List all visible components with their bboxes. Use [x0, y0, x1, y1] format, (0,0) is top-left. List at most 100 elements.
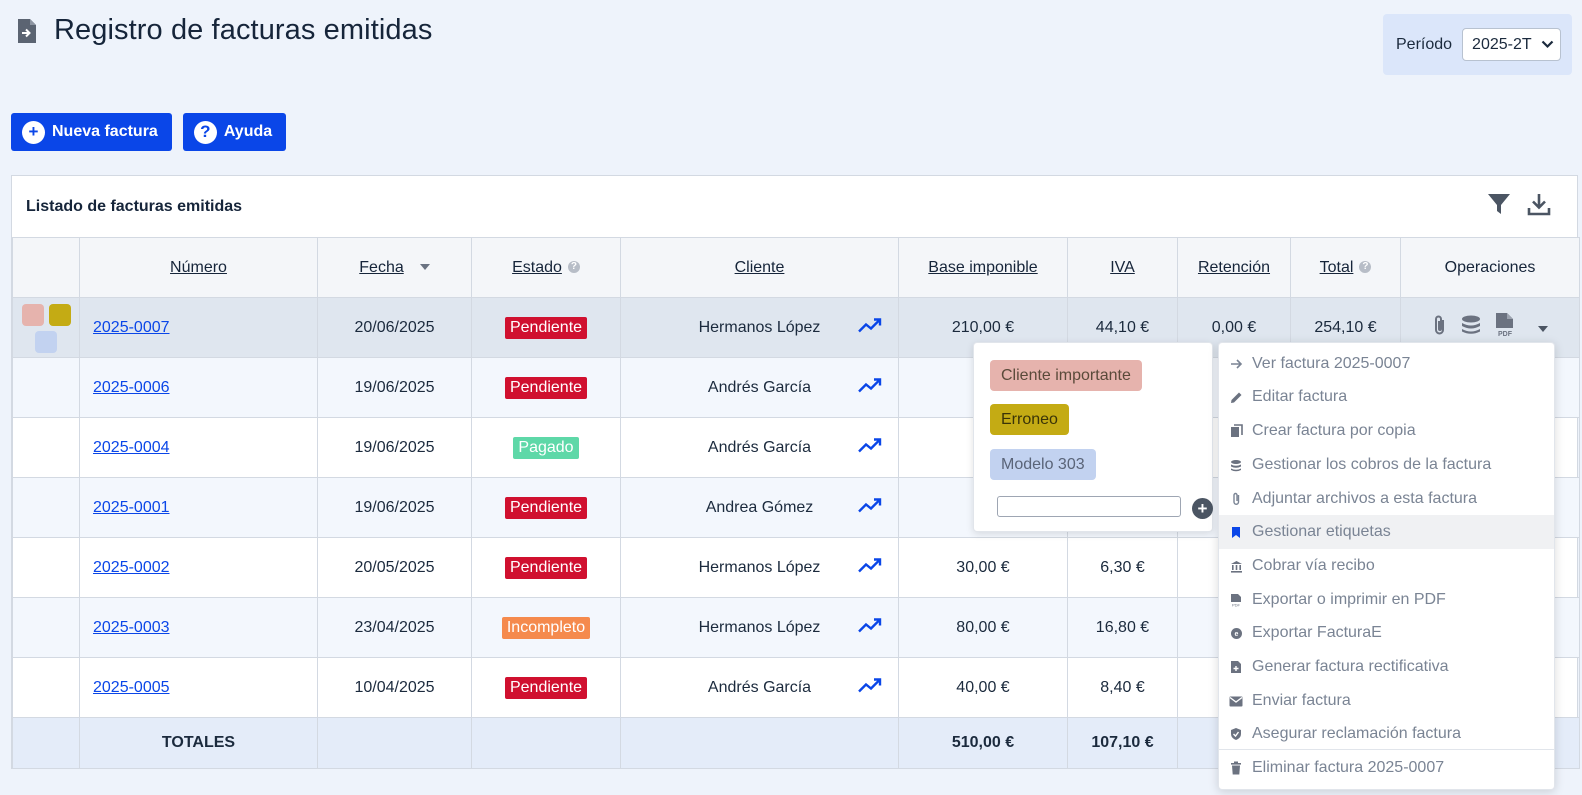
menu-item-label: Cobrar vía recibo	[1252, 557, 1375, 574]
trend-chart-icon[interactable]	[858, 377, 882, 398]
client-name: Andrés García	[707, 378, 812, 396]
status-cell: Pendiente	[471, 657, 621, 718]
menu-item-label: Exportar FacturaE	[1252, 624, 1382, 641]
help-icon: ?	[1359, 260, 1372, 273]
help-label: Ayuda	[223, 123, 273, 140]
client-cell: Andrés García	[620, 357, 899, 418]
bookmark-icon	[1229, 525, 1243, 539]
download-icon[interactable]	[1527, 192, 1551, 221]
menu-item-label: Enviar factura	[1252, 692, 1351, 709]
invoice-number-link[interactable]: 2025-0001	[93, 498, 170, 516]
sort-desc-icon	[419, 263, 430, 270]
invoice-number-link[interactable]: 2025-0003	[93, 618, 170, 636]
col-base[interactable]: Base imponible	[898, 237, 1068, 298]
col-estado[interactable]: Estado?	[471, 237, 621, 298]
trend-chart-icon[interactable]	[858, 617, 882, 638]
page-header: Registro de facturas emitidas	[16, 14, 432, 47]
menu-item[interactable]: Enviar factura	[1219, 684, 1554, 718]
trend-chart-icon[interactable]	[858, 497, 882, 518]
attach-icon[interactable]	[1432, 314, 1448, 341]
client-name: Hermanos López	[698, 558, 821, 576]
bank-icon	[1229, 559, 1243, 573]
invoice-number-link[interactable]: 2025-0007	[93, 318, 170, 336]
trend-chart-icon[interactable]	[858, 677, 882, 698]
totals-iva: 107,10 €	[1067, 717, 1178, 769]
client-cell: Andrea Gómez	[620, 477, 899, 538]
invoice-number-link[interactable]: 2025-0002	[93, 558, 170, 576]
col-iva[interactable]: IVA	[1067, 237, 1178, 298]
menu-item-label: Crear factura por copia	[1252, 422, 1416, 439]
menu-item-label: Gestionar etiquetas	[1252, 523, 1391, 540]
invoice-number-link[interactable]: 2025-0005	[93, 678, 170, 696]
date-cell: 19/06/2025	[317, 357, 472, 418]
menu-item[interactable]: Generar factura rectificativa	[1219, 650, 1554, 684]
svg-text:PDF: PDF	[1498, 331, 1513, 338]
tag-marker-cliente-importante	[22, 304, 44, 326]
totals-label: TOTALES	[79, 717, 318, 769]
chevron-down-icon[interactable]	[1538, 319, 1548, 337]
new-invoice-label: Nueva factura	[52, 123, 158, 140]
trend-chart-icon[interactable]	[858, 437, 882, 458]
menu-item[interactable]: Gestionar los cobros de la factura	[1219, 448, 1554, 482]
help-button[interactable]: ? Ayuda	[182, 113, 287, 151]
trend-chart-icon[interactable]	[858, 317, 882, 338]
filter-icon[interactable]	[1487, 192, 1511, 221]
invoice-number-cell: 2025-0002	[79, 537, 318, 598]
shield-check-icon	[1229, 727, 1243, 741]
period-select[interactable]: 2025-2T	[1462, 28, 1562, 61]
tags-cell	[12, 297, 80, 358]
menu-item[interactable]: Eliminar factura 2025-0007	[1219, 751, 1554, 785]
client-cell: Andrés García	[620, 417, 899, 478]
status-badge: Pendiente	[504, 496, 588, 519]
menu-item-label: Asegurar reclamación factura	[1252, 725, 1461, 742]
col-cliente[interactable]: Cliente	[620, 237, 899, 298]
period-label: Período	[1396, 35, 1453, 53]
date-cell: 20/06/2025	[317, 297, 472, 358]
col-fecha[interactable]: Fecha	[317, 237, 472, 298]
svg-text:e: e	[1234, 631, 1238, 638]
table-header-row: Número Fecha Estado? Cliente Base imponi…	[12, 237, 1580, 298]
col-retencion[interactable]: Retención	[1177, 237, 1291, 298]
col-tags	[12, 237, 80, 298]
tag-chip[interactable]: Modelo 303	[990, 449, 1096, 480]
base-cell: 40,00 €	[898, 657, 1068, 718]
menu-item[interactable]: Adjuntar archivos a esta factura	[1219, 482, 1554, 516]
trash-icon	[1229, 761, 1243, 775]
menu-item[interactable]: Crear factura por copia	[1219, 414, 1554, 448]
invoice-number-cell: 2025-0001	[79, 477, 318, 538]
new-tag-input[interactable]	[997, 496, 1181, 517]
status-cell: Pendiente	[471, 477, 621, 538]
menu-item[interactable]: Gestionar etiquetas	[1219, 515, 1554, 549]
menu-item-label: Exportar o imprimir en PDF	[1252, 591, 1446, 608]
date-cell: 10/04/2025	[317, 657, 472, 718]
menu-item[interactable]: Editar factura	[1219, 380, 1554, 414]
col-numero[interactable]: Número	[79, 237, 318, 298]
pdf-icon[interactable]: PDF	[1494, 312, 1516, 343]
question-circle-icon: ?	[193, 120, 217, 144]
menu-item[interactable]: Ver factura 2025-0007	[1219, 347, 1554, 381]
menu-item[interactable]: Cobrar vía recibo	[1219, 549, 1554, 583]
table-row[interactable]: 2025-0005 10/04/2025 Pendiente Andrés Garcí…	[12, 657, 1580, 718]
menu-item[interactable]: e Exportar FacturaE	[1219, 616, 1554, 650]
tag-chip[interactable]: Erroneo	[990, 404, 1069, 435]
payments-icon[interactable]	[1460, 314, 1482, 341]
date-cell: 23/04/2025	[317, 597, 472, 658]
invoice-number-cell: 2025-0003	[79, 597, 318, 658]
menu-divider	[1219, 749, 1554, 750]
invoice-file-icon	[16, 18, 38, 44]
iva-cell: 16,80 €	[1067, 597, 1178, 658]
tag-chip[interactable]: Cliente importante	[990, 360, 1142, 391]
help-icon: ?	[567, 260, 580, 273]
envelope-icon	[1229, 694, 1243, 708]
col-total[interactable]: Total?	[1290, 237, 1401, 298]
invoice-number-cell: 2025-0005	[79, 657, 318, 718]
menu-item-label: Gestionar los cobros de la factura	[1252, 456, 1492, 473]
trend-chart-icon[interactable]	[858, 557, 882, 578]
new-invoice-button[interactable]: + Nueva factura	[11, 113, 172, 151]
tags-cell	[12, 597, 80, 658]
menu-item[interactable]: PDF Exportar o imprimir en PDF	[1219, 583, 1554, 617]
add-tag-button[interactable]: +	[1192, 498, 1213, 519]
invoice-number-link[interactable]: 2025-0004	[93, 438, 170, 456]
menu-item[interactable]: Asegurar reclamación factura	[1219, 717, 1554, 751]
invoice-number-link[interactable]: 2025-0006	[93, 378, 170, 396]
